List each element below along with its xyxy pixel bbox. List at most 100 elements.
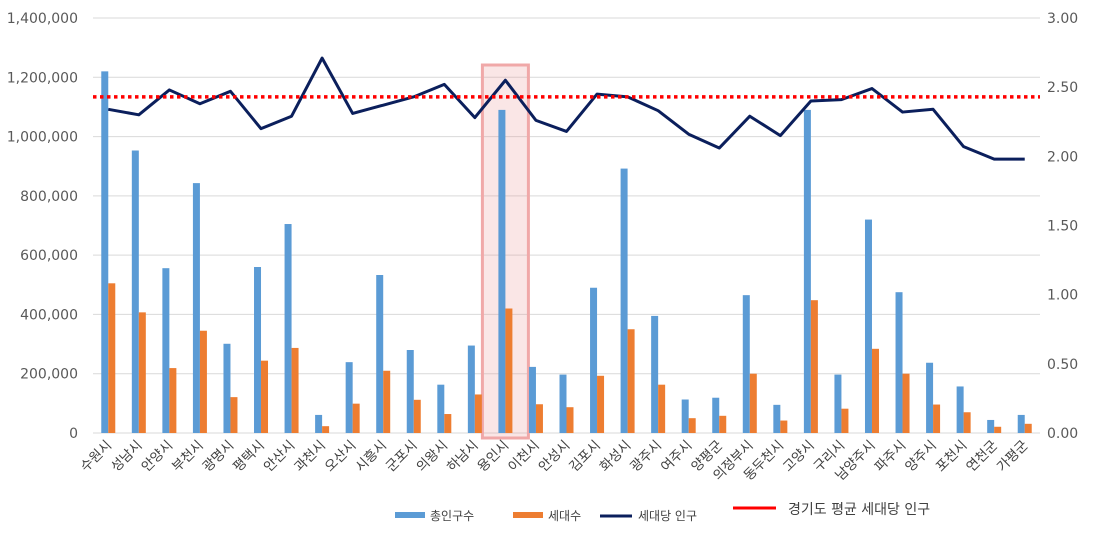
bar-population-용인시: [498, 109, 506, 434]
legend-label-population: 총인구수: [430, 509, 474, 523]
bar-households-부천시: [199, 330, 207, 433]
bar-population-시흥시: [376, 275, 384, 433]
y-left-tick-label: 1,000,000: [7, 130, 78, 146]
y-right-tick-label: 0.00: [1047, 426, 1078, 442]
bar-population-광명시: [223, 343, 231, 433]
x-tick-label: 용인시: [475, 438, 513, 476]
bar-households-파주시: [902, 373, 910, 433]
bar-population-부천시: [192, 183, 200, 433]
bar-population-포천시: [956, 386, 964, 433]
x-tick-label: 오산시: [322, 438, 360, 476]
bar-households-평택시: [261, 360, 269, 433]
bar-households-성남시: [138, 312, 146, 433]
x-tick-label: 이천시: [505, 438, 543, 476]
x-tick-label: 하남시: [444, 438, 482, 476]
y-right-tick-label: 1.00: [1047, 288, 1078, 304]
x-tick-label: 안산시: [261, 438, 299, 476]
bar-population-의정부시: [742, 295, 750, 433]
x-tick-label: 고양시: [780, 438, 818, 476]
x-tick-label: 파주시: [872, 438, 910, 476]
bar-households-광주시: [658, 384, 666, 433]
bar-population-이천시: [528, 366, 536, 433]
x-tick-label: 화성시: [597, 438, 635, 476]
x-tick-label: 군포시: [383, 438, 421, 476]
x-tick-label: 안성시: [536, 438, 574, 476]
x-axis: 수원시성남시안양시부천시광명시평택시안산시과천시오산시시흥시군포시의왕시하남시용…: [77, 438, 1031, 484]
bar-households-안산시: [291, 347, 299, 433]
bar-population-여주시: [681, 399, 689, 433]
x-tick-label: 김포시: [566, 438, 604, 476]
bar-population-성남시: [131, 150, 139, 433]
bar-households-하남시: [474, 394, 482, 433]
bar-population-양주시: [926, 362, 934, 433]
bar-households-이천시: [535, 404, 543, 433]
legend-label-households: 세대수: [548, 509, 581, 523]
bar-households-남양주시: [871, 348, 879, 433]
bar-population-안산시: [284, 224, 292, 433]
x-tick-label: 광주시: [627, 438, 665, 476]
x-tick-label: 과천시: [291, 438, 329, 476]
y-right-tick-label: 0.50: [1047, 357, 1078, 373]
bar-households-양주시: [933, 404, 941, 433]
bar-population-연천군: [987, 419, 995, 433]
bar-population-군포시: [406, 350, 414, 433]
bar-households-용인시: [505, 308, 513, 433]
x-tick-label: 안양시: [139, 438, 177, 476]
bar-households-시흥시: [383, 370, 391, 433]
y-axis-right: 0.00 0.50 1.00 1.50 2.00 2.50 3.00: [1047, 11, 1078, 442]
bar-households-광명시: [230, 397, 238, 433]
bar-households-연천군: [994, 426, 1002, 433]
x-tick-label: 의왕시: [413, 438, 451, 476]
bar-households-구리시: [841, 408, 849, 433]
bar-population-안양시: [162, 268, 170, 433]
bar-population-동두천시: [773, 404, 781, 433]
bar-households-김포시: [597, 375, 605, 433]
bar-households-과천시: [322, 426, 330, 433]
y-left-tick-label: 1,200,000: [7, 70, 78, 86]
bar-population-양평군: [712, 397, 720, 433]
bar-population-수원시: [101, 71, 109, 433]
bar-population-화성시: [620, 168, 628, 434]
legend-swatch-households: [513, 512, 543, 518]
bar-population-남양주시: [864, 219, 872, 433]
bar-households-의정부시: [749, 373, 757, 433]
legend-label-reference: 경기도 평균 세대당 인구: [788, 502, 930, 518]
y-right-tick-label: 2.00: [1047, 149, 1078, 165]
x-tick-label: 연천군: [963, 438, 1001, 476]
bar-population-고양시: [803, 109, 811, 434]
x-tick-label: 평택시: [230, 438, 268, 476]
x-tick-label: 성남시: [108, 438, 146, 476]
x-tick-label: 포천시: [933, 438, 971, 476]
y-left-tick-label: 1,400,000: [7, 11, 78, 27]
bar-households-여주시: [688, 418, 696, 433]
x-tick-label: 광명시: [200, 438, 238, 476]
bar-population-하남시: [467, 345, 475, 433]
bar-households-동두천시: [780, 420, 788, 433]
bar-population-과천시: [315, 414, 323, 433]
bar-population-오산시: [345, 362, 353, 433]
bar-population-평택시: [254, 267, 262, 433]
bar-population-파주시: [895, 292, 903, 433]
gridlines: [93, 17, 1040, 434]
bar-population-가평군: [1017, 414, 1025, 433]
bars-group: [101, 71, 1032, 434]
bar-households-안양시: [169, 368, 177, 433]
y-left-tick-label: 0: [69, 426, 78, 442]
y-right-tick-label: 2.50: [1047, 80, 1078, 96]
bar-households-양평군: [719, 415, 727, 433]
x-tick-label: 여주시: [658, 438, 696, 476]
bar-households-군포시: [413, 399, 421, 433]
legend: 총인구수 세대수 세대당 인구 경기도 평균 세대당 인구: [395, 502, 930, 523]
x-tick-label: 가평군: [994, 438, 1032, 476]
y-right-tick-label: 1.50: [1047, 219, 1078, 235]
y-axis-left: 0 200,000 400,000 600,000 800,000 1,000,000 1,…: [7, 11, 78, 442]
x-tick-label: 시흥시: [352, 438, 390, 476]
bar-households-안성시: [566, 407, 574, 433]
line-persons-per-household: [108, 56, 1025, 161]
bar-households-고양시: [810, 300, 818, 433]
y-left-tick-label: 600,000: [20, 248, 78, 264]
bar-population-광주시: [651, 315, 659, 433]
bar-households-의왕시: [444, 414, 452, 433]
x-tick-label: 부천시: [169, 438, 207, 476]
